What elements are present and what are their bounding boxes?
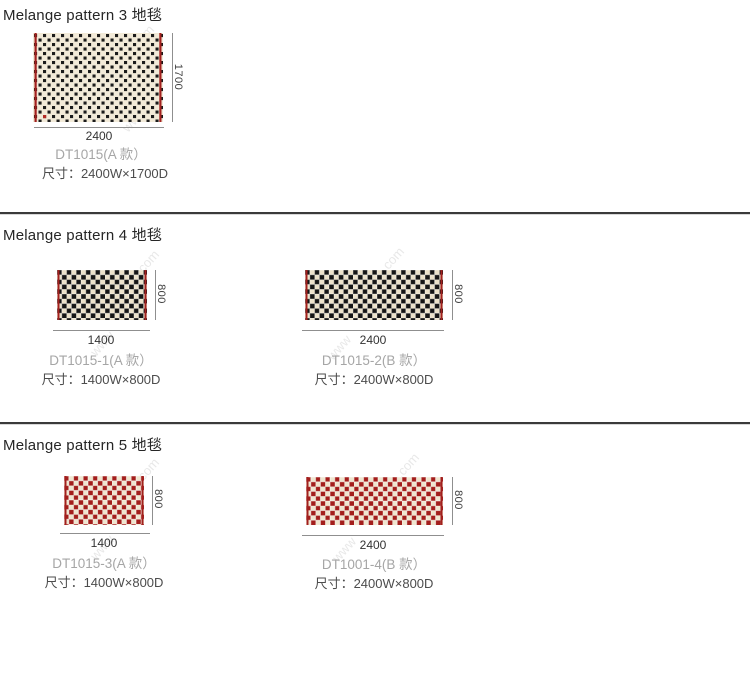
- dimension-depth-label: 800: [155, 284, 167, 304]
- section-title-pattern4: Melange pattern 4 地毯: [3, 227, 163, 244]
- size-label: 尺寸：2400W×800D: [314, 576, 434, 591]
- dimension-depth-label: 1700: [172, 63, 184, 91]
- dimension-line-horizontal: [53, 330, 150, 331]
- section-title-pattern3: Melange pattern 3 地毯: [3, 7, 163, 24]
- model-label: DT1015-3(A 款）: [52, 556, 156, 571]
- dimension-width-label: 2400: [85, 129, 113, 143]
- size-label: 尺寸：2400W×1700D: [41, 166, 169, 181]
- carpet-swatch-dt1015: [33, 33, 163, 122]
- size-label: 尺寸：1400W×800D: [41, 372, 161, 387]
- dimension-line-vertical: [452, 477, 453, 525]
- dimension-line-vertical: [172, 33, 173, 122]
- section-divider: [0, 422, 750, 425]
- dimension-line-vertical: [155, 270, 156, 320]
- dimension-width-label: 2400: [359, 333, 387, 347]
- dimension-line-horizontal: [34, 127, 164, 128]
- dimension-line-vertical: [152, 476, 153, 525]
- dimension-line-horizontal: [60, 533, 150, 534]
- size-label: 尺寸：2400W×800D: [314, 372, 434, 387]
- section-title-pattern5: Melange pattern 5 地毯: [3, 437, 163, 454]
- model-label: DT1015-2(B 款）: [321, 353, 427, 368]
- carpet-swatch-dt1001-4: [306, 477, 443, 525]
- carpet-swatch-dt1015-3: [64, 476, 144, 525]
- model-label: DT1001-4(B 款）: [321, 557, 427, 572]
- model-label: DT1015(A 款）: [55, 147, 147, 162]
- dimension-width-label: 2400: [359, 538, 387, 552]
- carpet-swatch-dt1015-2: [305, 270, 443, 320]
- dimension-width-label: 1400: [87, 333, 115, 347]
- dimension-depth-label: 800: [452, 284, 464, 304]
- dimension-width-label: 1400: [90, 536, 118, 550]
- carpet-swatch-dt1015-1: [57, 270, 147, 320]
- dimension-line-horizontal: [302, 535, 444, 536]
- dimension-depth-label: 800: [152, 489, 164, 509]
- dimension-line-horizontal: [302, 330, 444, 331]
- size-label: 尺寸：1400W×800D: [44, 575, 164, 590]
- model-label: DT1015-1(A 款）: [49, 353, 153, 368]
- section-divider: [0, 212, 750, 215]
- dimension-depth-label: 800: [452, 490, 464, 510]
- dimension-line-vertical: [452, 270, 453, 320]
